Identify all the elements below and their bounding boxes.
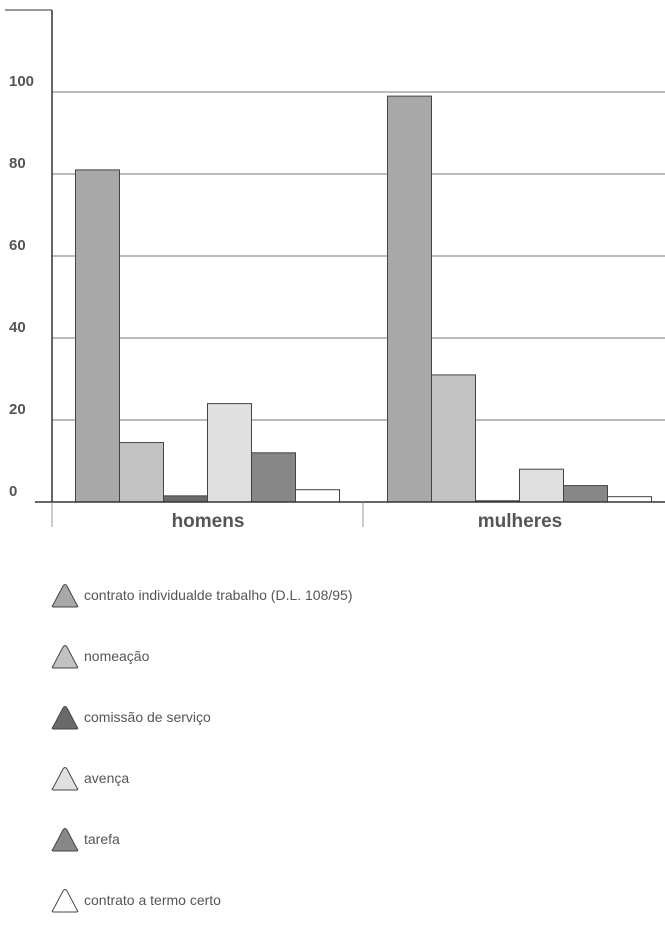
legend-item: comissão de serviço	[50, 702, 353, 732]
y-tick-label: 60	[9, 237, 26, 254]
legend-triangle-swatch	[51, 706, 79, 730]
legend-label: comissão de serviço	[84, 709, 211, 725]
legend-label: nomeação	[84, 648, 150, 664]
legend-item: contrato individualde trabalho (D.L. 108…	[50, 580, 353, 610]
bar	[251, 452, 296, 503]
y-tick-label: 0	[9, 483, 17, 500]
legend-item: nomeação	[50, 641, 353, 671]
bar	[519, 468, 564, 503]
category-labels: homens mulheres	[172, 511, 563, 532]
bar	[607, 496, 652, 503]
legend-triangle-swatch	[51, 767, 79, 791]
legend-label: tarefa	[84, 831, 120, 847]
category-label: mulheres	[478, 511, 562, 532]
bar	[295, 489, 340, 503]
axes	[5, 9, 665, 527]
category-label: homens	[172, 511, 245, 532]
y-tick-label: 40	[9, 319, 26, 336]
legend: contrato individualde trabalho (D.L. 108…	[50, 580, 353, 946]
bar	[431, 374, 476, 503]
y-tick-label: 80	[9, 155, 26, 172]
gridlines	[52, 91, 665, 421]
bar	[563, 485, 608, 503]
bars	[75, 95, 652, 503]
legend-triangle-swatch	[51, 828, 79, 852]
legend-triangle-swatch	[51, 584, 79, 608]
y-tick-label: 100	[9, 73, 34, 90]
legend-item: avença	[50, 763, 353, 793]
bar	[163, 495, 208, 503]
bar	[207, 403, 252, 503]
legend-label: contrato a termo certo	[84, 892, 221, 908]
bar	[119, 442, 164, 503]
legend-triangle-swatch	[51, 889, 79, 913]
legend-label: contrato individualde trabalho (D.L. 108…	[84, 587, 353, 603]
y-tick-label: 20	[9, 401, 26, 418]
legend-item: contrato a termo certo	[50, 885, 353, 915]
bar-chart: 0 20 40 60 80 100 homens mulheres	[5, 9, 665, 532]
bar	[387, 95, 432, 503]
legend-item: tarefa	[50, 824, 353, 854]
legend-label: avença	[84, 770, 130, 786]
bar	[75, 169, 120, 503]
y-tick-labels: 0 20 40 60 80 100	[9, 73, 34, 500]
legend-triangle-swatch	[51, 645, 79, 669]
